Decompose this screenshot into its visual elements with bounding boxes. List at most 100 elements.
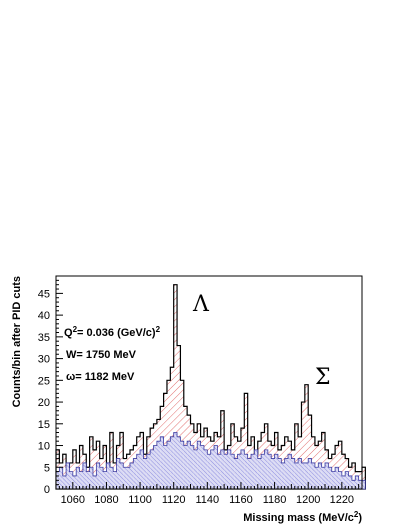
blue-bin-bar [82, 462, 87, 489]
blue-bin-bar [79, 471, 83, 489]
blue-bin-bar [321, 467, 326, 489]
blue-bin-bar [358, 480, 362, 489]
red-bin-bar [294, 423, 299, 489]
red-bin-bar [56, 449, 60, 489]
blue-bin-bar [129, 462, 134, 489]
red-bin-bar [341, 454, 346, 489]
red-bin-bar [301, 402, 305, 489]
blue-bin-bar [355, 475, 359, 489]
y-tick-label: 20 [38, 397, 50, 409]
red-bin-bar [244, 393, 248, 489]
red-bin-bar [163, 393, 167, 489]
y-tick-label: 10 [38, 441, 50, 453]
x-tick-label: 1060 [61, 494, 85, 506]
blue-bin-bar [146, 454, 151, 489]
y-tick-label: 5 [44, 462, 50, 474]
blue-bin-bar [89, 467, 93, 489]
blue-bin-bar [264, 449, 268, 489]
blue-bin-bar [271, 458, 275, 489]
red-bin-bar [180, 380, 184, 489]
blue-bin-bar [234, 458, 238, 489]
blue-bin-bar [173, 432, 178, 489]
blue-bin-bar [163, 445, 167, 489]
blue-bin-bar [183, 445, 188, 489]
blue-bin-bar [133, 458, 137, 489]
x-tick-label: 1100 [128, 494, 152, 506]
blue-bin-bar [341, 475, 346, 489]
blue-bin-bar [220, 449, 225, 489]
blue-bin-bar [345, 471, 349, 489]
red-bin-bar [170, 367, 174, 489]
blue-bin-bar [284, 458, 289, 489]
red-bin-bar [351, 462, 356, 489]
blue-bin-bar [200, 445, 204, 489]
blue-bin-bar [257, 458, 262, 489]
blue-bin-bar [136, 454, 141, 489]
blue-bin-bar [328, 467, 332, 489]
y-tick-label: 0 [44, 484, 50, 496]
blue-bin-bar [331, 471, 336, 489]
blue-bin-bar [72, 475, 77, 489]
blue-bin-bar [207, 454, 211, 489]
blue-bin-bar [103, 471, 107, 489]
blue-bin-bar [116, 458, 120, 489]
lambda-peak-label: Λ [192, 292, 210, 317]
blue-bin-bar [203, 449, 208, 489]
blue-bin-bar [338, 471, 342, 489]
blue-bin-bar [298, 458, 302, 489]
sigma-peak-label: Σ [315, 365, 331, 390]
blue-bin-bar [177, 436, 181, 489]
blue-bin-bar [109, 467, 114, 489]
blue-bin-bar [180, 441, 184, 489]
blue-bin-bar [62, 475, 67, 489]
x-tick-label: 1160 [229, 494, 253, 506]
blue-bin-bar [261, 454, 265, 489]
plot-frame [55, 275, 363, 490]
red-bin-bar [362, 467, 366, 489]
blue-bin-bar [318, 462, 322, 489]
series-blue-hatched [55, 432, 366, 490]
blue-bin-bar [99, 467, 104, 489]
blue-bin-bar [277, 458, 282, 489]
blue-bin-bar [160, 436, 164, 489]
red-bin-bar [62, 454, 67, 489]
blue-bin-bar [96, 462, 100, 489]
blue-bin-bar [240, 449, 245, 489]
red-bin-bar [321, 432, 326, 489]
red-bin-bar [338, 441, 342, 489]
blue-bin-bar [291, 458, 295, 489]
blue-bin-bar [230, 454, 235, 489]
blue-bin-bar [254, 449, 258, 489]
blue-bin-bar [267, 454, 272, 489]
y-tick-label: 45 [38, 288, 50, 300]
blue-bin-bar [214, 445, 218, 489]
blue-bin-bar [251, 454, 255, 489]
blue-bin-bar [301, 462, 305, 489]
red-bin-bar [177, 345, 181, 489]
blue-bin-bar [244, 454, 248, 489]
x-axis-ticks: 1060 1080 1100 1120 1140 1160 1180 1200 1220 [55, 482, 363, 506]
blue-bin-bar [288, 454, 292, 489]
blue-bin-bar [106, 462, 110, 489]
blue-bin-bar [193, 449, 198, 489]
red-bin-bar [79, 445, 83, 489]
y-tick-label: 40 [38, 310, 50, 322]
red-bin-bar [166, 380, 171, 489]
blue-bin-bar [224, 454, 228, 489]
blue-bin-bar [59, 467, 63, 489]
blue-bin-bar [281, 462, 285, 489]
blue-bin-bar [156, 441, 161, 489]
blue-bin-bar [247, 458, 252, 489]
blue-bin-bar [190, 445, 194, 489]
red-bin-bar [109, 432, 114, 489]
x-tick-label: 1140 [195, 494, 219, 506]
y-tick-label: 30 [38, 354, 50, 366]
y-axis-ticks: 0 5 10 15 20 25 30 35 40 45 [38, 275, 63, 496]
x-tick-label: 1180 [263, 494, 287, 506]
blue-series-outline [55, 432, 366, 490]
x-tick-label: 1120 [162, 494, 186, 506]
blue-bin-bar [143, 458, 147, 489]
red-bin-bar [308, 415, 312, 489]
red-bin-bar [304, 384, 309, 489]
red-bin-bar [72, 449, 77, 489]
